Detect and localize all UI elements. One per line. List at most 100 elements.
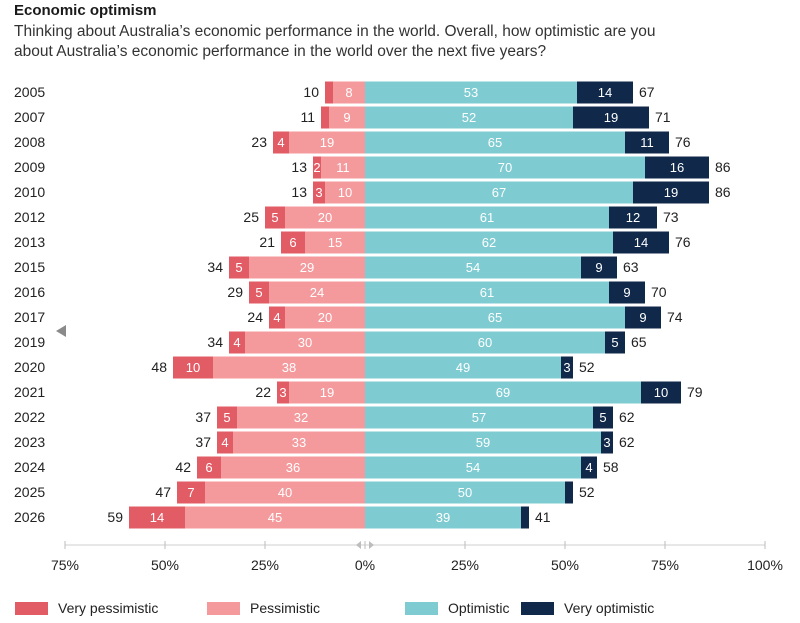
total-negative-label: 37 bbox=[195, 434, 211, 450]
label-very-pessimistic: 4 bbox=[273, 310, 280, 325]
bar-very-pessimistic bbox=[249, 281, 269, 304]
total-negative-label: 34 bbox=[207, 259, 223, 275]
year-label: 2010 bbox=[14, 184, 45, 200]
bar-pessimistic bbox=[329, 106, 365, 129]
label-optimistic: 65 bbox=[488, 135, 502, 150]
scroll-handle-left-icon[interactable] bbox=[356, 541, 361, 549]
total-negative-label: 21 bbox=[259, 234, 275, 250]
bar-pessimistic bbox=[285, 206, 365, 229]
chart-title: Economic optimism bbox=[14, 2, 157, 19]
bar-optimistic bbox=[365, 331, 605, 354]
legend-item: Pessimistic bbox=[207, 600, 320, 616]
x-tick-label: 50% bbox=[151, 557, 179, 573]
legend: Very pessimistic Pessimistic Optimistic Ver… bbox=[0, 600, 800, 620]
bar-optimistic bbox=[365, 131, 625, 154]
label-pessimistic: 36 bbox=[286, 460, 300, 475]
total-negative-label: 59 bbox=[107, 509, 123, 525]
bar-very-optimistic bbox=[625, 306, 661, 329]
bar-very-optimistic bbox=[633, 181, 709, 204]
year-label: 2022 bbox=[14, 409, 45, 425]
bar-optimistic bbox=[365, 406, 593, 429]
year-label: 2008 bbox=[14, 134, 45, 150]
bar-very-pessimistic bbox=[197, 456, 221, 479]
label-very-pessimistic: 3 bbox=[315, 185, 322, 200]
legend-item: Optimistic bbox=[405, 600, 509, 616]
bar-very-pessimistic bbox=[313, 156, 321, 179]
label-optimistic: 59 bbox=[476, 435, 490, 450]
label-optimistic: 60 bbox=[478, 335, 492, 350]
scroll-handle-right-icon[interactable] bbox=[369, 541, 374, 549]
bar-very-optimistic bbox=[605, 331, 625, 354]
label-very-pessimistic: 14 bbox=[150, 510, 164, 525]
bar-optimistic bbox=[365, 156, 645, 179]
bar-very-pessimistic bbox=[325, 81, 333, 104]
label-optimistic: 49 bbox=[456, 360, 470, 375]
label-very-optimistic: 4 bbox=[585, 460, 592, 475]
bar-very-optimistic bbox=[565, 481, 573, 504]
label-very-pessimistic: 4 bbox=[277, 135, 284, 150]
total-positive-label: 52 bbox=[579, 484, 595, 500]
year-label: 2016 bbox=[14, 284, 45, 300]
total-negative-label: 47 bbox=[155, 484, 171, 500]
total-negative-label: 22 bbox=[255, 384, 271, 400]
bar-very-pessimistic bbox=[129, 506, 185, 529]
total-negative-label: 13 bbox=[291, 184, 307, 200]
total-positive-label: 76 bbox=[675, 134, 691, 150]
bar-very-optimistic bbox=[593, 406, 613, 429]
label-optimistic: 69 bbox=[496, 385, 510, 400]
label-very-pessimistic: 5 bbox=[255, 285, 262, 300]
bar-pessimistic bbox=[285, 306, 365, 329]
x-tick-label: 25% bbox=[251, 557, 279, 573]
bar-optimistic bbox=[365, 256, 581, 279]
bar-very-pessimistic bbox=[229, 331, 245, 354]
label-very-optimistic: 9 bbox=[595, 260, 602, 275]
bar-optimistic bbox=[365, 206, 609, 229]
label-pessimistic: 38 bbox=[282, 360, 296, 375]
bar-very-pessimistic bbox=[229, 256, 249, 279]
total-positive-label: 86 bbox=[715, 159, 731, 175]
x-axis: 75% 50% 25% 0% 25% 50% 75% 100% bbox=[51, 541, 783, 573]
total-positive-label: 86 bbox=[715, 184, 731, 200]
year-label: 2007 bbox=[14, 109, 45, 125]
label-very-pessimistic: 5 bbox=[223, 410, 230, 425]
year-label: 2023 bbox=[14, 434, 45, 450]
bar-very-pessimistic bbox=[177, 481, 205, 504]
bar-optimistic bbox=[365, 306, 625, 329]
total-positive-label: 76 bbox=[675, 234, 691, 250]
label-optimistic: 70 bbox=[498, 160, 512, 175]
total-negative-label: 13 bbox=[291, 159, 307, 175]
label-optimistic: 62 bbox=[482, 235, 496, 250]
label-optimistic: 39 bbox=[436, 510, 450, 525]
scroll-left-arrow-icon[interactable] bbox=[56, 325, 66, 337]
bar-very-optimistic bbox=[625, 131, 669, 154]
total-negative-label: 23 bbox=[251, 134, 267, 150]
label-optimistic: 67 bbox=[492, 185, 506, 200]
bar-very-pessimistic bbox=[321, 106, 329, 129]
label-optimistic: 50 bbox=[458, 485, 472, 500]
label-pessimistic: 40 bbox=[278, 485, 292, 500]
year-label: 2013 bbox=[14, 234, 45, 250]
label-pessimistic: 20 bbox=[318, 210, 332, 225]
legend-item: Very pessimistic bbox=[15, 600, 158, 616]
label-pessimistic: 45 bbox=[268, 510, 282, 525]
bar-pessimistic bbox=[205, 481, 365, 504]
x-tick-label: 75% bbox=[651, 557, 679, 573]
label-pessimistic: 32 bbox=[294, 410, 308, 425]
year-label: 2026 bbox=[14, 509, 45, 525]
label-very-optimistic: 10 bbox=[654, 385, 668, 400]
bar-very-optimistic bbox=[573, 106, 649, 129]
legend-label: Very optimistic bbox=[564, 600, 655, 616]
year-label: 2017 bbox=[14, 309, 45, 325]
total-negative-label: 11 bbox=[300, 109, 315, 125]
legend-label: Optimistic bbox=[448, 600, 510, 616]
bar-very-pessimistic bbox=[313, 181, 325, 204]
bar-optimistic bbox=[365, 81, 577, 104]
bar-pessimistic bbox=[333, 81, 365, 104]
bar-optimistic bbox=[365, 431, 601, 454]
x-tick-label: 50% bbox=[551, 557, 579, 573]
bar-pessimistic bbox=[325, 181, 365, 204]
label-pessimistic: 11 bbox=[336, 160, 350, 175]
bar-very-pessimistic bbox=[265, 206, 285, 229]
label-very-optimistic: 3 bbox=[603, 435, 610, 450]
total-positive-label: 52 bbox=[579, 359, 595, 375]
